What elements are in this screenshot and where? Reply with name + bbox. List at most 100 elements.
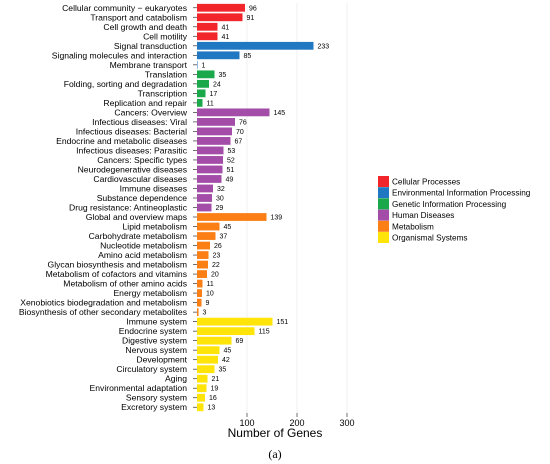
value-label-41: 16: [209, 395, 217, 402]
category-label-41: Sensory system: [126, 393, 187, 403]
bar-42: [197, 403, 204, 412]
legend-label-5: Organismal Systems: [392, 234, 468, 243]
value-label-40: 19: [211, 386, 219, 393]
value-label-25: 26: [214, 243, 222, 250]
category-label-12: Infectious diseases: Viral: [92, 117, 187, 127]
value-label-23: 45: [224, 224, 232, 231]
value-label-4: 233: [318, 43, 330, 50]
category-label-17: Neurodegenerative diseases: [78, 164, 187, 174]
category-label-1: Transport and catabolism: [90, 12, 187, 22]
category-label-26: Amino acid metabolism: [98, 250, 187, 260]
legend-swatch-0: [378, 176, 389, 187]
category-label-42: Excretory system: [121, 402, 187, 412]
bar-16: [197, 156, 223, 164]
category-label-30: Energy metabolism: [113, 288, 187, 298]
category-label-21: Drug resistance: Antineoplastic: [69, 203, 188, 213]
category-label-23: Lipid metabolism: [123, 222, 187, 232]
legend-swatch-2: [378, 198, 389, 210]
category-label-39: Aging: [165, 374, 187, 384]
value-label-20: 30: [216, 195, 224, 202]
legend-label-2: Genetic Information Processing: [392, 200, 507, 209]
value-label-32: 3: [203, 310, 207, 317]
category-label-24: Carbohydrate metabolism: [89, 231, 187, 241]
category-label-9: Transcription: [138, 88, 188, 98]
value-label-7: 35: [219, 72, 227, 79]
category-label-7: Translation: [145, 69, 187, 79]
category-label-0: Cellular community − eukaryotes: [62, 3, 187, 13]
category-label-31: Xenobiotics biodegradation and metabolis…: [20, 298, 187, 308]
category-label-2: Cell growth and death: [103, 22, 187, 32]
bar-20: [197, 194, 212, 202]
category-label-32: Biosynthesis of other secondary metaboli…: [19, 307, 187, 317]
value-label-14: 67: [235, 138, 243, 145]
value-label-12: 76: [239, 119, 247, 126]
bar-32: [197, 308, 199, 317]
legend-label-4: Metabolism: [392, 222, 434, 231]
value-label-18: 49: [226, 176, 234, 183]
category-label-6: Membrane transport: [110, 60, 188, 70]
bar-7: [197, 70, 215, 79]
bar-12: [197, 117, 235, 126]
x-tick-label-300: 300: [339, 418, 354, 428]
value-label-15: 53: [228, 148, 236, 155]
x-axis-title: Number of Genes: [228, 426, 323, 440]
category-label-18: Cardiovascular diseases: [93, 174, 187, 184]
category-label-19: Immune diseases: [120, 183, 187, 193]
category-label-33: Immune system: [126, 317, 187, 327]
legend-label-1: Environmental Information Processing: [392, 189, 531, 198]
value-label-13: 70: [236, 129, 244, 136]
category-labels: Cellular community − eukaryotesTransport…: [19, 3, 197, 412]
category-label-29: Metabolism of other amino acids: [63, 279, 187, 289]
category-label-13: Infectious diseases: Bacterial: [76, 126, 187, 136]
category-label-27: Glycan biosynthesis and metabolism: [48, 260, 187, 270]
category-label-5: Signaling molecules and interaction: [52, 50, 187, 60]
value-label-16: 52: [227, 157, 235, 164]
x-tick-label-200: 200: [289, 418, 304, 428]
value-label-21: 29: [216, 205, 224, 212]
value-label-29: 11: [207, 281, 214, 288]
category-label-36: Nervous system: [125, 345, 187, 355]
bar-15: [197, 146, 224, 155]
value-label-34: 115: [259, 329, 270, 336]
bar-21: [197, 203, 212, 212]
category-label-3: Cell motility: [143, 31, 188, 41]
value-label-27: 22: [212, 262, 220, 269]
bar-28: [197, 270, 207, 278]
bars: [197, 3, 314, 412]
bar-29: [197, 279, 203, 288]
value-label-30: 10: [206, 291, 214, 298]
value-label-36: 45: [224, 348, 232, 355]
bar-11: [197, 108, 270, 117]
category-label-35: Digestive system: [122, 336, 187, 346]
category-label-34: Endocrine system: [119, 326, 187, 336]
category-label-14: Endocrine and metabolic diseases: [56, 136, 187, 146]
value-label-42: 13: [208, 405, 216, 412]
bar-14: [197, 137, 231, 145]
value-label-31: 9: [206, 300, 210, 307]
value-label-37: 42: [222, 357, 230, 364]
figure-caption: (a): [268, 447, 281, 461]
category-label-25: Nucleotide metabolism: [100, 241, 187, 251]
value-label-22: 139: [271, 215, 283, 222]
bar-27: [197, 260, 208, 269]
bar-8: [197, 79, 209, 88]
legend-swatch-5: [378, 232, 389, 243]
category-label-11: Cancers: Overview: [114, 107, 187, 117]
bar-33: [197, 317, 273, 326]
legend-label-3: Human Diseases: [392, 211, 454, 220]
bar-18: [197, 175, 222, 183]
value-label-33: 151: [277, 319, 289, 326]
bar-30: [197, 289, 202, 298]
category-label-40: Environmental adaptation: [90, 383, 188, 393]
bar-39: [197, 374, 208, 383]
bar-6: [197, 60, 198, 69]
value-label-5: 85: [244, 53, 252, 60]
value-label-8: 24: [213, 81, 221, 88]
value-label-9: 17: [210, 91, 218, 98]
bar-24: [197, 232, 216, 240]
bar-25: [197, 241, 210, 250]
category-label-38: Circulatory system: [116, 364, 187, 374]
bar-2: [197, 22, 218, 31]
bar-40: [197, 384, 207, 393]
category-label-8: Folding, sorting and degradation: [64, 79, 187, 89]
